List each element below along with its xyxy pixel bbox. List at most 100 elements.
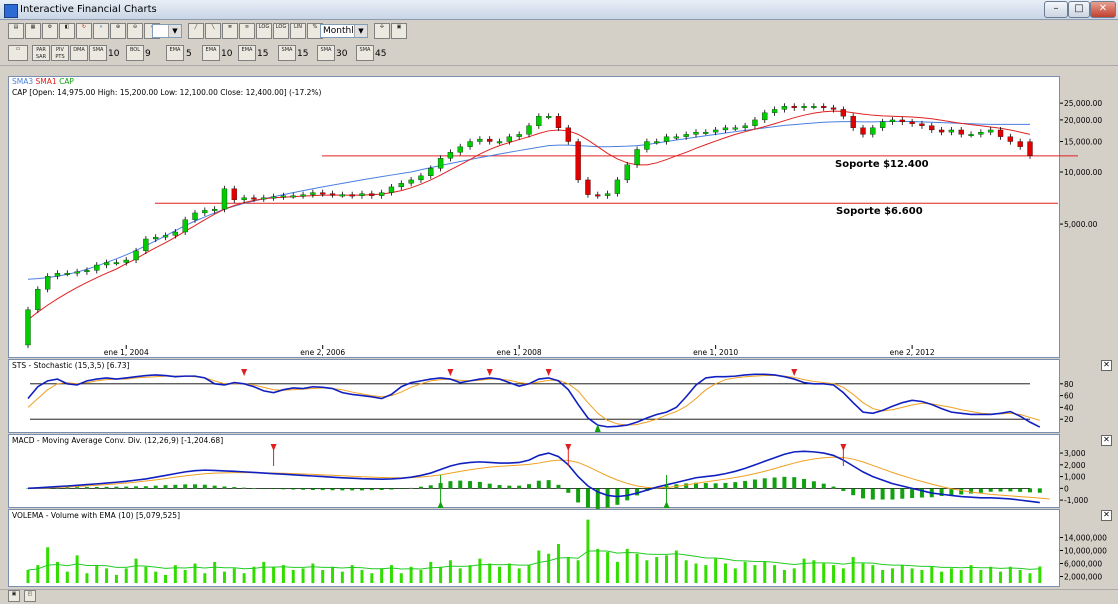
bol-button[interactable]: BOL xyxy=(126,45,144,61)
macd-title: MACD - Moving Average Conv. Div. (12,26,… xyxy=(12,436,224,445)
volume-bar xyxy=(36,565,40,583)
volume-bar xyxy=(232,568,236,583)
zoom-in-icon[interactable]: ⊕ xyxy=(110,23,126,39)
candle-body xyxy=(437,158,444,169)
legend-sma1: SMA1 xyxy=(35,77,57,86)
volume-bar xyxy=(55,561,59,583)
status-bar: ▣ ◰ xyxy=(0,589,1118,604)
candle-body xyxy=(742,125,748,128)
volume-bar xyxy=(409,566,413,583)
symbol-combo[interactable]: ▼ xyxy=(152,24,182,38)
candle-body xyxy=(791,106,797,108)
candle-body xyxy=(172,231,179,236)
ema-10-button[interactable]: EMA xyxy=(202,45,220,61)
volume-bar xyxy=(930,566,934,583)
minimize-button[interactable]: – xyxy=(1044,1,1068,18)
line-tool-icon[interactable]: ╱ xyxy=(188,23,204,39)
crosshair-icon[interactable]: ✢ xyxy=(374,23,390,39)
volume-bar xyxy=(85,573,89,583)
log-scale-icon[interactable]: LOG xyxy=(256,23,272,39)
period-select[interactable]: Monthly ▼ xyxy=(320,24,368,38)
volume-bar xyxy=(380,568,384,583)
macd-histogram-bar xyxy=(1008,488,1013,492)
volume-bar xyxy=(989,566,993,583)
fib-tool-icon[interactable]: ≣ xyxy=(222,23,238,39)
status-icon-2[interactable]: ◰ xyxy=(24,590,36,602)
candle-body xyxy=(310,192,316,195)
stoch-y-tick-label: 40 xyxy=(1064,403,1074,412)
export-icon[interactable]: ▣ xyxy=(391,23,407,39)
par-sar-button[interactable]: PAR SAR xyxy=(32,45,50,61)
maximize-button[interactable]: □ xyxy=(1068,1,1090,18)
close-macd-icon[interactable]: ✕ xyxy=(1101,435,1112,446)
macd-panel[interactable]: MACD - Moving Average Conv. Div. (12,26,… xyxy=(8,434,1060,508)
candle-body xyxy=(712,129,719,133)
sma-10-value: 10 xyxy=(108,49,120,59)
legend-cap: CAP xyxy=(59,77,74,86)
sma-10-button[interactable]: SMA xyxy=(89,45,107,61)
macd-histogram-bar xyxy=(163,485,168,489)
save-icon[interactable]: ▤ xyxy=(8,23,24,39)
candle-body xyxy=(339,194,346,197)
channel-tool-icon[interactable]: ≡ xyxy=(239,23,255,39)
close-volume-icon[interactable]: ✕ xyxy=(1101,510,1112,521)
status-icon-1[interactable]: ▣ xyxy=(8,590,20,602)
volume-bar xyxy=(694,563,698,583)
macd-histogram-bar xyxy=(487,483,492,489)
close-stochastic-icon[interactable]: ✕ xyxy=(1101,360,1112,371)
ema-15-value: 15 xyxy=(257,49,269,59)
price-x-tick-label: ene 1, 2010 xyxy=(693,348,738,357)
macd-y-tick-label: 3,000 xyxy=(1064,449,1086,458)
macd-histogram-bar xyxy=(94,486,99,489)
ema-5-button[interactable]: EMA xyxy=(166,45,184,61)
volume-bar xyxy=(969,565,973,583)
stochastic-panel[interactable]: STS - Stochastic (15,3,5) [6.73] xyxy=(8,359,1060,433)
volume-bar xyxy=(910,568,914,583)
volume-bar xyxy=(537,550,541,583)
close-window-button[interactable]: ✕ xyxy=(1090,1,1116,18)
candle-body xyxy=(516,134,522,137)
piv-pts-button[interactable]: PIV PTS xyxy=(51,45,69,61)
volume-bar xyxy=(684,560,688,583)
volume-bar xyxy=(576,560,580,583)
macd-histogram-bar xyxy=(251,488,256,489)
macd-histogram-bar xyxy=(399,488,404,489)
settings-icon[interactable]: ⚙ xyxy=(42,23,58,39)
chevron-down-icon: ▼ xyxy=(354,25,367,37)
lin-scale-icon[interactable]: LIN xyxy=(290,23,306,39)
macd-histogram-bar xyxy=(723,482,728,489)
trend-tool-icon[interactable]: ╲ xyxy=(205,23,221,39)
log-scale-2-icon[interactable]: LOG xyxy=(273,23,289,39)
stoch-y-tick-label: 20 xyxy=(1064,415,1074,424)
volume-panel[interactable]: VOLEMA - Volume with EMA (10) [5,079,525… xyxy=(8,509,1060,587)
ema-15-button[interactable]: EMA xyxy=(238,45,256,61)
candle-body xyxy=(654,141,660,144)
sma-15-button[interactable]: SMA xyxy=(278,45,296,61)
zoom-out-icon[interactable]: ⊖ xyxy=(127,23,143,39)
dma-button[interactable]: DMA xyxy=(70,45,88,61)
indicator-panel-icon[interactable]: ▭ xyxy=(8,45,28,61)
macd-histogram-bar xyxy=(821,483,826,489)
macd-histogram-bar xyxy=(870,488,875,500)
macd-histogram-bar xyxy=(949,488,954,496)
sma-45-button[interactable]: SMA xyxy=(356,45,374,61)
sma-30-button[interactable]: SMA xyxy=(317,45,335,61)
refresh-icon[interactable]: ↻ xyxy=(76,23,92,39)
price-x-tick-label: ene 2, 2012 xyxy=(890,348,935,357)
volume-bar xyxy=(979,570,983,583)
volume-bar xyxy=(920,570,924,583)
candle-body xyxy=(644,141,650,150)
volume-bar xyxy=(665,555,669,583)
print-icon[interactable]: ▦ xyxy=(25,23,41,39)
candle-body xyxy=(388,186,395,193)
macd-histogram-bar xyxy=(978,488,983,493)
sma-45-value: 45 xyxy=(375,49,387,59)
candle-body xyxy=(192,212,198,220)
volume-bar xyxy=(655,557,659,583)
chart-type-icon[interactable]: ◧ xyxy=(59,23,75,39)
candle-body xyxy=(25,309,31,346)
scroll-left-icon[interactable]: « xyxy=(93,23,109,39)
volume-bar xyxy=(822,563,826,583)
candle-body xyxy=(919,123,925,126)
macd-line xyxy=(27,450,1040,504)
